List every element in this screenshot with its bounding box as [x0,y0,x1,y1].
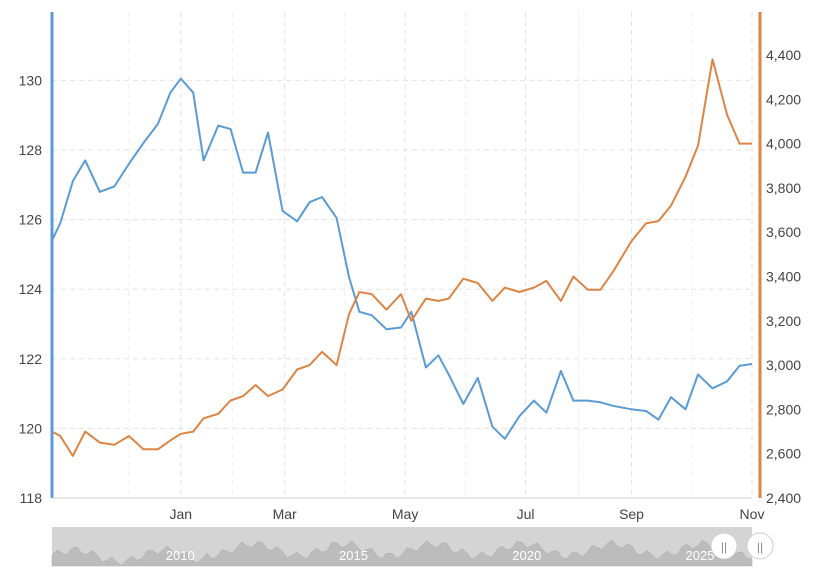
right-axis-tick-label: 4,200 [766,91,801,107]
grid [52,12,753,499]
left-axis-tick-label: 118 [20,490,43,506]
right-axis-series-line [51,58,752,457]
left-axis-tick-label: 122 [19,351,43,367]
right-axis-tick-label: 3,400 [766,269,801,285]
x-axis-tick-label: Nov [740,506,765,522]
x-axis-tick-label: Mar [273,506,297,522]
x-axis-tick-label: May [392,506,418,522]
navigator-silhouette [51,539,753,567]
navigator-right-handle[interactable]: || [746,532,774,560]
handle-grip-icon: || [757,540,763,554]
handle-knob [746,532,774,560]
left-axis-tick-label: 126 [19,212,43,228]
navigator-year-label: 2010 [166,548,195,563]
series-layer [51,58,753,457]
x-axis-tick-label: Jul [517,506,535,522]
left-axis-tick-label: 120 [19,420,43,436]
x-axis-tick-label: Jan [169,506,192,522]
handle-knob [710,532,738,560]
left-axis-tick-label: 128 [19,142,43,158]
left-axis-tick-label: 124 [19,281,43,297]
navigator-year-label: 2025 [686,548,715,563]
handle-grip-icon: || [721,540,727,554]
right-axis-tick-label: 3,200 [766,313,801,329]
right-axis-tick-label: 4,000 [766,136,801,152]
right-axis-tick-label: 3,600 [766,224,801,240]
right-axis-tick-label: 4,400 [766,47,801,63]
navigator-left-handle[interactable]: || [710,532,738,560]
right-axis-tick-label: 2,400 [766,490,801,506]
navigator[interactable]: 2010 2015 2020 2025 || || [51,527,774,567]
left-axis-series-line [51,77,753,440]
right-axis-tick-label: 3,800 [766,180,801,196]
right-axis-tick-label: 2,800 [766,401,801,417]
x-axis-tick-label: Sep [619,506,644,522]
navigator-year-label: 2020 [512,548,541,563]
right-axis-tick-label: 3,000 [766,357,801,373]
right-axis-tick-label: 2,600 [766,446,801,462]
left-axis-tick-label: 130 [19,72,43,88]
axes: 118 120 122 124 126 128 130 2,400 2,600 2,800 3,00… [19,12,801,522]
navigator-year-label: 2015 [339,548,368,563]
